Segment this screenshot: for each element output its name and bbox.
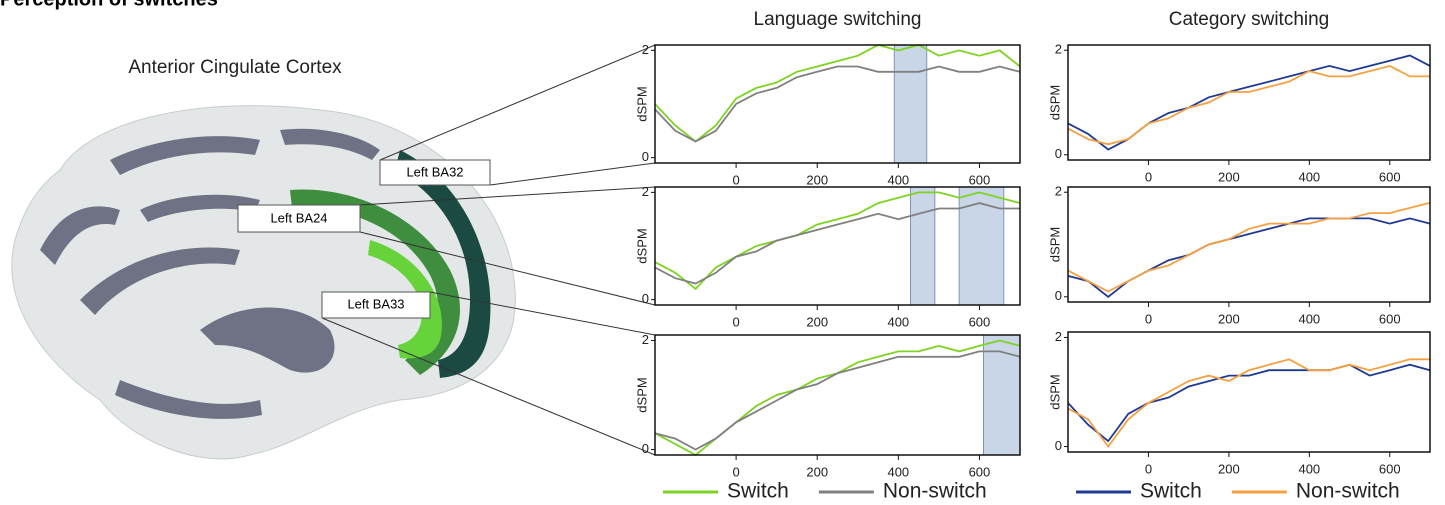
- y-tick-label: 0: [642, 291, 649, 306]
- y-tick-label: 2: [642, 42, 649, 57]
- highlight-window: [911, 187, 935, 305]
- x-tick-label: 200: [1218, 461, 1240, 476]
- x-tick-label: 200: [1218, 311, 1240, 326]
- plot-frame: [655, 335, 1020, 455]
- series-line: [655, 45, 1020, 142]
- x-tick-label: 400: [1298, 169, 1320, 184]
- region-label: Left BA32: [406, 164, 463, 179]
- y-tick-label: 0: [1055, 146, 1062, 161]
- series-line: [1068, 203, 1430, 292]
- plot-frame: [1068, 332, 1430, 452]
- x-tick-label: 400: [1298, 311, 1320, 326]
- x-tick-label: 400: [887, 464, 909, 479]
- figure-canvas: Perception of switches Anterior Cingulat…: [0, 0, 1445, 505]
- x-tick-label: 0: [732, 464, 739, 479]
- highlight-window: [894, 45, 926, 163]
- legend-label: Switch: [727, 480, 789, 503]
- x-tick-label: 600: [969, 172, 991, 187]
- y-tick-label: 0: [642, 149, 649, 164]
- figure: Perception of switches Anterior Cingulat…: [0, 0, 1445, 505]
- legend-label: Non-switch: [883, 480, 987, 503]
- x-tick-label: 0: [1145, 169, 1152, 184]
- series-line: [1068, 365, 1430, 441]
- series-line: [655, 351, 1020, 449]
- x-tick-label: 0: [732, 314, 739, 329]
- plot-frame: [655, 45, 1020, 163]
- x-tick-label: 600: [969, 314, 991, 329]
- y-axis-label: dSPM: [1047, 85, 1062, 120]
- x-tick-label: 600: [969, 464, 991, 479]
- y-tick-label: 0: [1055, 438, 1062, 453]
- series-line: [655, 341, 1020, 456]
- y-axis-label: dSPM: [1047, 227, 1062, 262]
- x-tick-label: 400: [887, 172, 909, 187]
- brain: [12, 106, 516, 459]
- y-tick-label: 2: [1055, 184, 1062, 199]
- region-label: Left BA33: [347, 296, 404, 311]
- brain-title: Anterior Cingulate Cortex: [128, 57, 342, 78]
- panel-title: Language switching: [754, 9, 922, 30]
- x-tick-label: 600: [1379, 461, 1401, 476]
- panel-title: Category switching: [1169, 9, 1330, 30]
- y-tick-label: 2: [642, 184, 649, 199]
- x-tick-label: 0: [1145, 311, 1152, 326]
- y-tick-label: 0: [642, 441, 649, 456]
- figure-heading: Perception of switches: [0, 0, 218, 10]
- legend-label: Switch: [1140, 480, 1202, 503]
- y-tick-label: 0: [1055, 288, 1062, 303]
- y-axis-label: dSPM: [634, 377, 649, 412]
- y-axis-label: dSPM: [634, 228, 649, 263]
- x-tick-label: 0: [1145, 461, 1152, 476]
- highlight-window: [984, 335, 1021, 455]
- x-tick-label: 400: [887, 314, 909, 329]
- highlight-window: [959, 187, 1004, 305]
- x-tick-label: 200: [806, 314, 828, 329]
- x-tick-label: 600: [1379, 311, 1401, 326]
- y-tick-label: 2: [1055, 329, 1062, 344]
- y-tick-label: 2: [1055, 42, 1062, 57]
- x-tick-label: 200: [806, 464, 828, 479]
- x-tick-label: 600: [1379, 169, 1401, 184]
- legend-label: Non-switch: [1296, 480, 1400, 503]
- x-tick-label: 0: [732, 172, 739, 187]
- series-line: [1068, 359, 1430, 446]
- x-tick-label: 200: [806, 172, 828, 187]
- series-line: [1068, 66, 1430, 144]
- region-label: Left BA24: [270, 210, 327, 225]
- x-tick-label: 400: [1298, 461, 1320, 476]
- x-tick-label: 200: [1218, 169, 1240, 184]
- y-axis-label: dSPM: [634, 86, 649, 121]
- y-tick-label: 2: [642, 332, 649, 347]
- y-axis-label: dSPM: [1047, 374, 1062, 409]
